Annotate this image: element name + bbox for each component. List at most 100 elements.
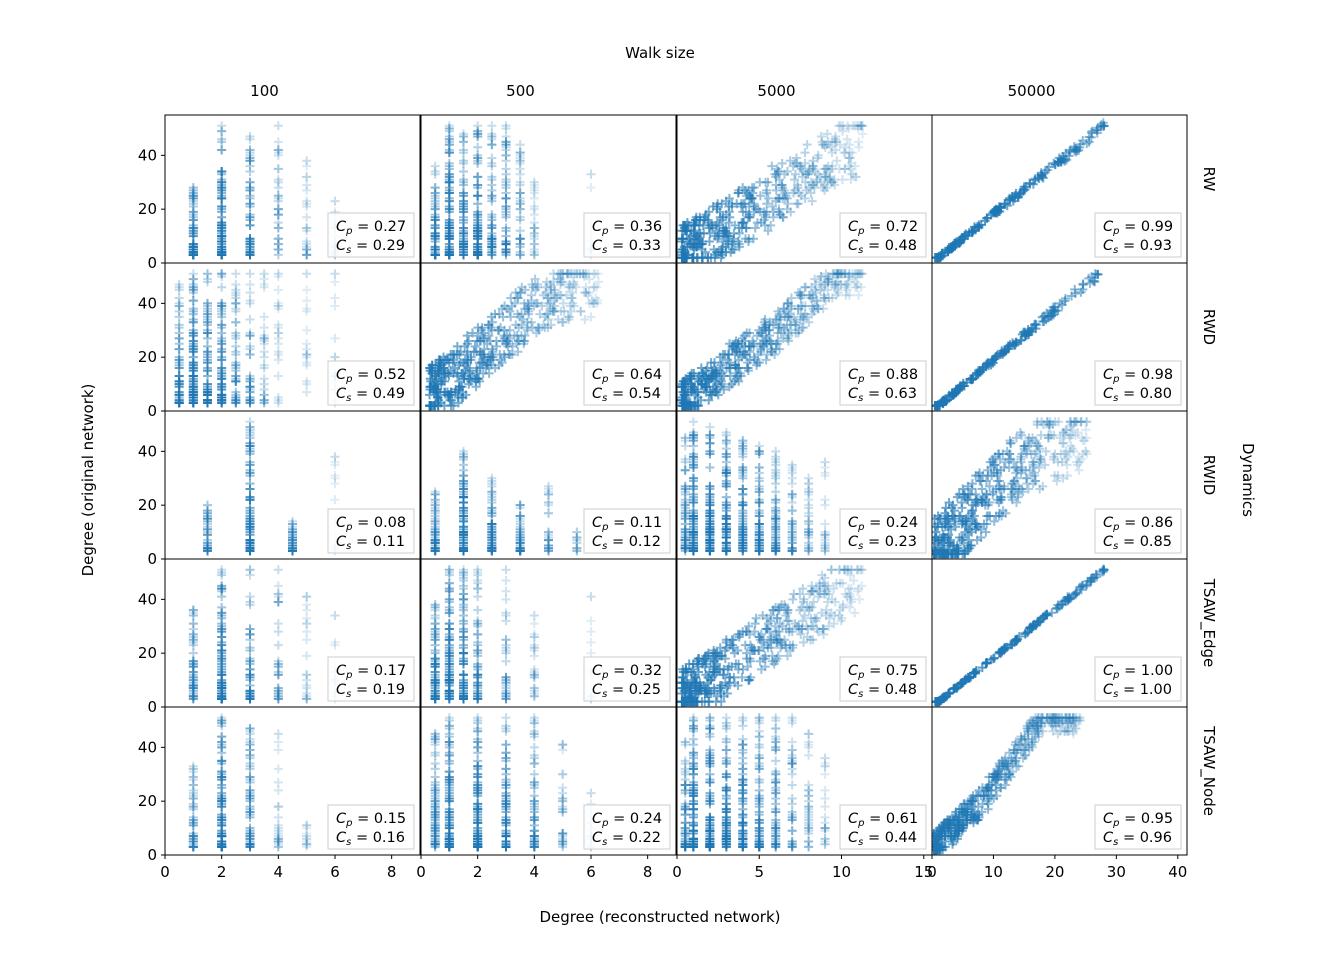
data-point bbox=[260, 312, 269, 321]
data-point bbox=[516, 234, 525, 243]
column-title: 5000 bbox=[757, 82, 795, 100]
points-group bbox=[189, 121, 340, 259]
data-point bbox=[516, 140, 525, 149]
data-point bbox=[771, 447, 780, 456]
data-point bbox=[689, 441, 698, 450]
data-point bbox=[274, 183, 283, 192]
data-point bbox=[530, 240, 539, 249]
data-point bbox=[502, 151, 511, 160]
y-tick-label: 20 bbox=[138, 348, 157, 366]
data-point bbox=[804, 495, 813, 504]
points-group bbox=[931, 118, 1109, 262]
data-point bbox=[274, 121, 283, 130]
data-point bbox=[431, 641, 440, 650]
data-point bbox=[572, 528, 581, 537]
data-point bbox=[260, 347, 269, 356]
row-title: RWID bbox=[1200, 455, 1218, 496]
data-point bbox=[487, 140, 496, 149]
y-tick-label: 20 bbox=[138, 200, 157, 218]
data-point bbox=[487, 121, 496, 130]
points-group bbox=[930, 417, 1092, 558]
y-axis-label: Degree (original network) bbox=[79, 384, 97, 577]
data-point bbox=[530, 619, 539, 628]
data-point bbox=[473, 584, 482, 593]
data-point bbox=[705, 463, 714, 472]
data-point bbox=[231, 269, 240, 278]
data-point bbox=[302, 250, 311, 259]
data-point bbox=[274, 581, 283, 590]
data-point bbox=[471, 342, 480, 351]
points-group bbox=[189, 565, 340, 703]
data-point bbox=[175, 334, 184, 343]
data-point bbox=[189, 353, 198, 362]
points-group bbox=[431, 121, 596, 259]
data-point bbox=[302, 269, 311, 278]
data-point bbox=[530, 218, 539, 227]
data-point bbox=[331, 293, 340, 302]
data-point bbox=[473, 606, 482, 615]
data-point bbox=[302, 172, 311, 181]
data-point bbox=[755, 178, 764, 187]
data-point bbox=[274, 285, 283, 294]
data-point bbox=[587, 170, 596, 179]
y-tick-label: 40 bbox=[138, 590, 157, 608]
data-point bbox=[473, 172, 482, 181]
dynamics-label: Dynamics bbox=[1239, 443, 1257, 517]
data-point bbox=[788, 479, 797, 488]
data-point bbox=[274, 619, 283, 628]
points-group bbox=[431, 447, 582, 556]
data-point bbox=[274, 164, 283, 173]
data-point bbox=[274, 372, 283, 381]
data-point bbox=[246, 485, 255, 494]
data-point bbox=[274, 598, 283, 607]
data-point bbox=[516, 164, 525, 173]
data-point bbox=[246, 178, 255, 187]
column-title: 500 bbox=[506, 82, 535, 100]
data-point bbox=[246, 681, 255, 690]
data-point bbox=[473, 199, 482, 208]
data-point bbox=[459, 167, 468, 176]
data-point bbox=[800, 283, 809, 292]
y-tick-label: 0 bbox=[147, 550, 157, 568]
data-point bbox=[302, 635, 311, 644]
y-tick-label: 0 bbox=[147, 698, 157, 716]
points-group bbox=[431, 565, 596, 703]
data-point bbox=[502, 232, 511, 241]
points-group bbox=[203, 417, 340, 555]
data-point bbox=[189, 269, 198, 278]
data-point bbox=[274, 218, 283, 227]
data-point bbox=[549, 269, 558, 278]
data-point bbox=[189, 649, 198, 658]
data-point bbox=[794, 199, 803, 208]
data-point bbox=[203, 501, 212, 510]
data-point bbox=[302, 388, 311, 397]
data-point bbox=[587, 183, 596, 192]
data-point bbox=[502, 635, 511, 644]
data-point bbox=[1079, 279, 1088, 288]
data-point bbox=[302, 180, 311, 189]
data-point bbox=[203, 269, 212, 278]
row-title: RWD bbox=[1200, 309, 1218, 345]
data-point bbox=[246, 565, 255, 574]
data-point bbox=[302, 651, 311, 660]
y-tick-label: 40 bbox=[138, 146, 157, 164]
y-tick-label: 40 bbox=[138, 294, 157, 312]
data-point bbox=[821, 495, 830, 504]
data-point bbox=[431, 162, 440, 171]
data-point bbox=[832, 156, 841, 165]
points-group bbox=[931, 269, 1103, 410]
data-point bbox=[260, 269, 269, 278]
data-point bbox=[755, 468, 764, 477]
y-tick-label: 0 bbox=[147, 254, 157, 272]
data-point bbox=[175, 372, 184, 381]
data-point bbox=[260, 380, 269, 389]
data-point bbox=[502, 657, 511, 666]
data-point bbox=[231, 318, 240, 327]
data-point bbox=[788, 506, 797, 515]
